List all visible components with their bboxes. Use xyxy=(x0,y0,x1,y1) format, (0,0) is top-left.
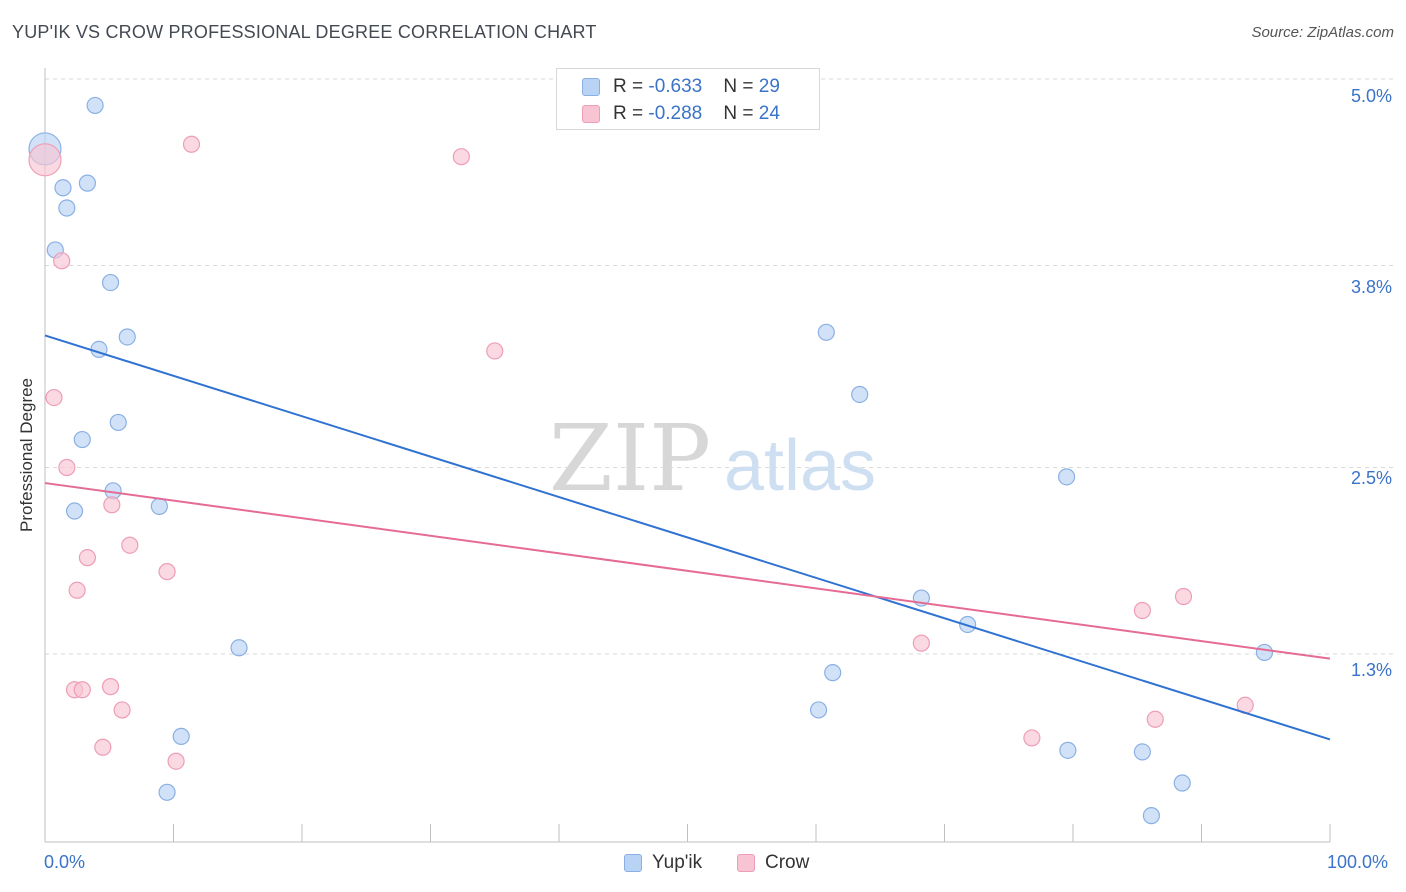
yupik-point xyxy=(1059,741,1077,759)
r-value: -0.633 xyxy=(648,76,703,97)
yupik-point xyxy=(158,783,176,801)
crow-point xyxy=(1146,710,1164,728)
crow-point xyxy=(1133,601,1151,620)
r-label: R = xyxy=(613,76,649,97)
yupik-point xyxy=(86,96,104,115)
crow-trendline xyxy=(44,482,1331,660)
crow-point xyxy=(452,148,470,166)
source-label: Source: ZipAtlas.com xyxy=(1251,24,1394,41)
yupik-point xyxy=(78,174,97,192)
y-tick-label: 2.5% xyxy=(1350,468,1392,488)
yupik-point xyxy=(959,615,977,634)
yupik-point xyxy=(824,664,842,682)
yupik-point xyxy=(1255,643,1274,662)
yupik-point xyxy=(58,199,76,217)
legend-item-crow: Crow xyxy=(737,852,809,874)
correlation-legend: R = -0.633 N = 29 R = -0.288 N = 24 xyxy=(556,68,820,130)
trendlines xyxy=(44,334,1331,741)
crow-point xyxy=(68,581,86,599)
crow-point xyxy=(45,388,63,407)
crow-point xyxy=(121,536,139,554)
yupik-point xyxy=(1142,807,1160,825)
watermark: ZIP atlas xyxy=(549,405,876,512)
x-tick-label: 100.0% xyxy=(1327,852,1389,872)
crow-point xyxy=(28,143,62,177)
gridlines xyxy=(45,78,1395,655)
crow-point xyxy=(1174,587,1193,606)
yupik-swatch xyxy=(624,854,642,872)
crow-point xyxy=(101,678,120,696)
x-tick-label: 0.0% xyxy=(44,852,86,872)
r-label: R = xyxy=(613,103,649,124)
y-tick-label: 5.0% xyxy=(1350,86,1392,106)
n-label: N = xyxy=(723,76,759,97)
yupik-point xyxy=(54,179,72,197)
yupik-point xyxy=(230,639,248,657)
legend-label: Crow xyxy=(765,852,810,873)
yupik-point xyxy=(1057,468,1076,486)
crow-point xyxy=(94,738,112,756)
yupik-point xyxy=(809,701,828,719)
n-value: 29 xyxy=(758,76,780,97)
crow-point xyxy=(103,496,121,514)
r-value: -0.288 xyxy=(648,103,703,124)
yupik-point xyxy=(851,385,869,404)
axes xyxy=(44,68,1331,843)
yupik-point xyxy=(1173,774,1191,792)
yupik-point xyxy=(1133,743,1151,761)
legend-item-yupik: Yup'ik xyxy=(624,852,702,874)
crow-point xyxy=(486,342,504,360)
watermark-zip: ZIP xyxy=(549,405,711,512)
crow-point xyxy=(58,458,76,477)
crow-point xyxy=(78,549,97,567)
crow-point xyxy=(113,701,131,719)
crow-point xyxy=(182,135,201,153)
crow-point xyxy=(167,752,185,770)
yupik-point xyxy=(172,727,190,745)
crow-point xyxy=(1023,729,1041,747)
crow-point xyxy=(158,563,176,581)
watermark-atlas: atlas xyxy=(724,426,876,506)
yupik-point xyxy=(118,328,136,346)
n-value: 24 xyxy=(758,103,780,124)
crow-point xyxy=(912,634,930,652)
crow-point xyxy=(53,252,71,270)
legend-label: Yup'ik xyxy=(652,852,703,873)
yupik-swatch xyxy=(582,78,600,96)
y-tick-label: 1.3% xyxy=(1350,660,1392,680)
yupik-point xyxy=(150,497,168,515)
chart-title: YUP'IK VS CROW PROFESSIONAL DEGREE CORRE… xyxy=(12,22,597,42)
yupik-point xyxy=(817,323,835,341)
yupik-point xyxy=(73,430,91,449)
yupik-point xyxy=(101,273,120,292)
n-label: N = xyxy=(723,103,759,124)
crow-point xyxy=(73,681,91,699)
crow-swatch xyxy=(737,854,755,872)
yupik-points xyxy=(28,96,1274,825)
yupik-trendline xyxy=(44,334,1331,741)
y-tick-label: 3.8% xyxy=(1350,277,1392,297)
crow-points xyxy=(28,135,1254,770)
yupik-point xyxy=(109,413,127,432)
yupik-point xyxy=(65,502,84,520)
crow-swatch xyxy=(582,105,600,123)
